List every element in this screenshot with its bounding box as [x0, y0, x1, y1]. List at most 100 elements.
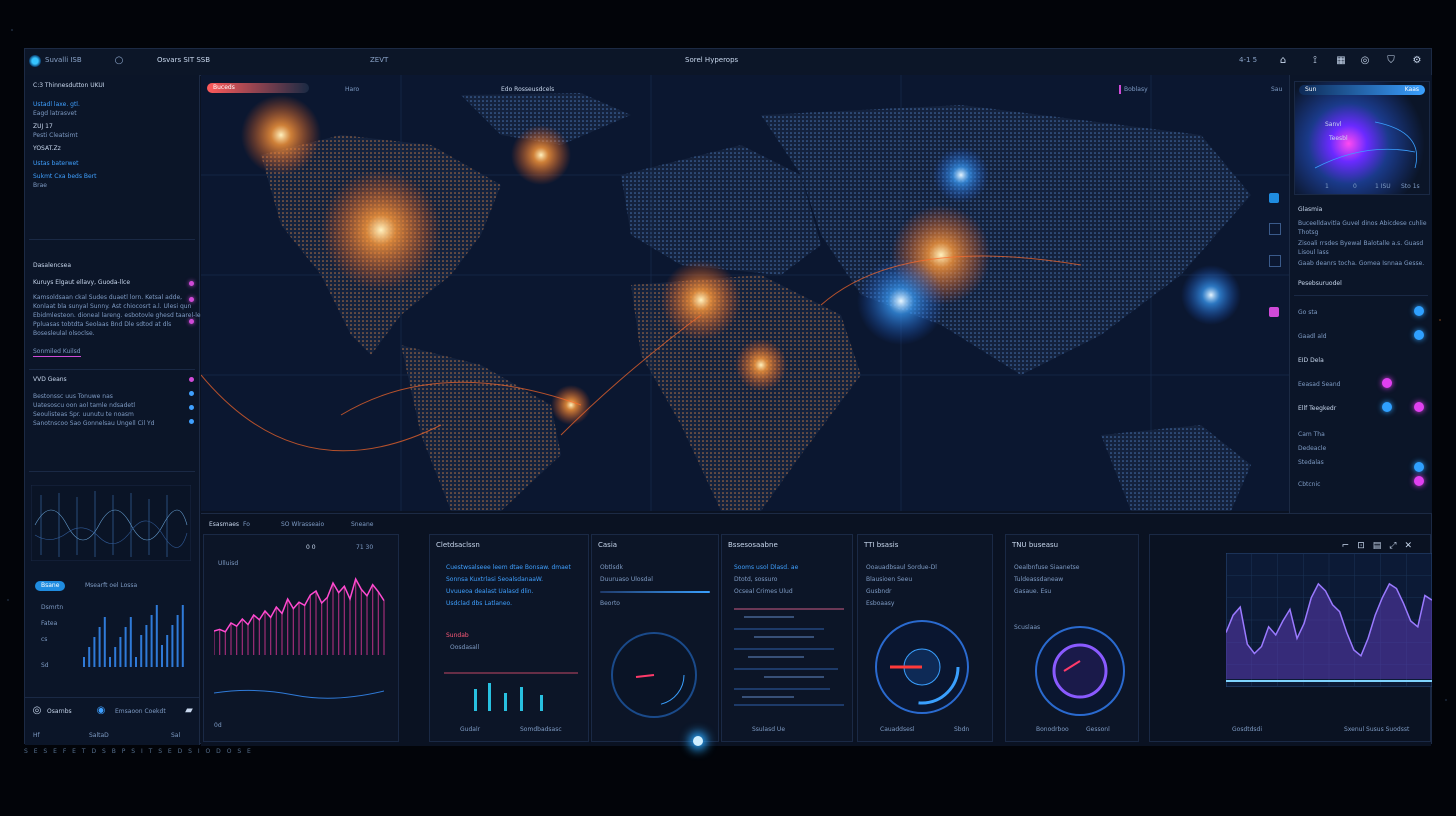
map-alert-button[interactable] — [1269, 307, 1279, 317]
map-zoom-out[interactable] — [1269, 255, 1281, 267]
status-dot — [189, 319, 194, 324]
zoom-icon[interactable]: ⊡ — [1357, 541, 1373, 551]
panel3-line-2: Duuruaso Ulosdal — [600, 576, 653, 583]
panel-area-chart: ⌐⊡▤⤢✕ Gosdtdsdi Sxenul Susus Suodsst — [1149, 534, 1432, 742]
panel1-title: Ulluisd — [218, 560, 239, 567]
tab-osarnbs[interactable]: Osarnbs — [47, 708, 72, 715]
right-section-sub: Pesebsuruodel — [1298, 280, 1342, 287]
tab-emsaoon[interactable]: Emsaoon Coekdt — [115, 708, 166, 715]
chart-footer-2: Sxenul Susus Suodsst — [1344, 726, 1410, 733]
panel6-footer-1: Bonodrboo — [1036, 726, 1069, 733]
panel2-line-1: Cuestwsalseee leem dtae Bonsaw. dmaet — [446, 564, 571, 571]
spectrum-bar — [88, 647, 91, 667]
section2-link[interactable]: Sonmiled Kuilsd — [33, 348, 81, 357]
panel6-line-2: Tuldeassdaneaw — [1014, 576, 1064, 583]
right-row-3[interactable]: EID Dela — [1298, 357, 1324, 364]
spectrum-bar — [124, 627, 127, 667]
export-icon[interactable]: ⤢ — [1389, 541, 1405, 551]
globe-icon[interactable]: ◎ — [1360, 55, 1370, 66]
left-item-2[interactable]: Eagd latrasvet — [33, 110, 77, 117]
layer-icon[interactable]: ▤ — [1372, 541, 1390, 551]
spectrum-bar — [150, 615, 153, 667]
scroll-indicator[interactable] — [693, 736, 703, 746]
axis-3: 1 ISU — [1375, 183, 1391, 190]
left-item-7[interactable]: Sukmt Cxa beds Bert — [33, 173, 97, 180]
bottom-tab-1[interactable]: Esasmaes — [209, 521, 240, 528]
home-icon[interactable]: ⌂ — [1279, 55, 1287, 66]
panel5-line-1: Ooauadbsaul Sordue-Dl — [866, 564, 937, 571]
left-item-3[interactable]: ZUJ 17 — [33, 123, 53, 130]
right-row-4[interactable]: Eeasad Seand — [1298, 381, 1341, 388]
map-filter-chip[interactable]: Buceds — [207, 83, 309, 93]
right-row-1[interactable]: Go sta — [1298, 309, 1318, 316]
gear-icon[interactable]: ⚙ — [1412, 55, 1422, 66]
status-dot — [189, 405, 194, 410]
bottom-tab-4[interactable]: Sneane — [351, 521, 374, 528]
axis-4: Sto 1s — [1401, 183, 1420, 190]
wave-chart — [214, 577, 385, 655]
spectrum-bar — [129, 617, 132, 667]
target-icon[interactable]: ◎ — [32, 705, 42, 716]
panel5-line-2: Blausioen Seeu — [866, 576, 913, 583]
row-orb — [1414, 306, 1424, 316]
map-chip-side: Haro — [345, 86, 360, 93]
chart-toolbar: ⌐⊡▤⤢✕ — [1342, 541, 1420, 551]
brand-label: Suvalli ISB — [45, 56, 82, 64]
left-item-1[interactable]: Ustadl laxe. gtl. — [33, 101, 80, 108]
left-item-6[interactable]: Ustas baterwet — [33, 160, 79, 167]
map-zoom-in[interactable] — [1269, 193, 1279, 203]
panel6-line-4: Scuslaas — [1014, 624, 1041, 631]
logo-icon — [29, 55, 41, 67]
section3-title: VVD Geans — [33, 376, 67, 383]
chart-footer-1: Gosdtdsdi — [1232, 726, 1263, 733]
row-orb — [1414, 476, 1424, 486]
mini-label-1: Dsmrtn — [41, 604, 64, 611]
section2-title: Dasalencsea — [33, 262, 72, 269]
flag-icon[interactable]: ▰ — [185, 705, 193, 716]
panel3-title: Casia — [598, 541, 618, 549]
orb-label-2: Teesbl — [1329, 135, 1348, 142]
signal-waveform — [31, 485, 191, 561]
grid-icon[interactable]: ▦ — [1336, 55, 1346, 66]
status-dot — [189, 297, 194, 302]
section2-sub: Kuruys Elgaut ellavy, Guoda-llce — [33, 279, 131, 286]
left-item-5[interactable]: YOSAT.Zz — [33, 145, 61, 152]
map-layer-button[interactable] — [1269, 223, 1281, 235]
right-row-6[interactable]: Cam Tha — [1298, 431, 1325, 438]
panel1-num-1: 0 0 — [306, 544, 316, 551]
spectrum-bar — [181, 605, 184, 667]
wave-line — [214, 577, 385, 633]
left-item-8[interactable]: Brae — [33, 182, 47, 189]
nav-item-1[interactable]: Osvars SIT SSB — [157, 56, 211, 64]
panel-5: TTI bsasis Ooauadbsaul Sordue-Dl Blausio… — [857, 534, 993, 742]
left-item-4[interactable]: Pesti Cleatsimt — [33, 132, 78, 139]
search-icon[interactable]: ○ — [114, 55, 124, 66]
badge[interactable]: Bsane — [35, 581, 66, 591]
right-row-8[interactable]: Stedalas — [1298, 459, 1324, 466]
row-orb — [1414, 402, 1424, 412]
close-icon[interactable]: ✕ — [1404, 541, 1420, 551]
spectrum-bar — [114, 647, 117, 667]
shield-icon[interactable]: ⛉ — [1387, 55, 1395, 66]
nav-item-2[interactable]: ZEVT — [370, 56, 389, 64]
bottom-tab-3[interactable]: SO Wlrasseaio — [281, 521, 325, 528]
right-row-9[interactable]: Cbtcnic — [1298, 481, 1321, 488]
area-fill — [1226, 583, 1432, 679]
broadcast-icon[interactable]: ⟟ — [1313, 55, 1317, 66]
right-line-2: Zisoali rrsdes Byewal Balotalle a.s. Gua… — [1298, 240, 1424, 256]
spectrum-bar — [145, 625, 148, 667]
right-row-5[interactable]: Ellf Teegkedr — [1298, 405, 1337, 412]
pan-icon[interactable]: ⌐ — [1341, 541, 1358, 551]
world-map[interactable]: Buceds Haro Edo Rosseusdcels Boblasy Sau — [201, 75, 1289, 511]
status-dot — [189, 419, 194, 424]
section2-line-3: Ebidmlesteon. dioneal lareng. esbotovle … — [33, 312, 203, 319]
panel1-footer: 0d — [214, 722, 222, 729]
right-row-2[interactable]: Gaadl ald — [1298, 333, 1327, 340]
bottom-tab-2[interactable]: Fo — [243, 521, 250, 528]
spectrum-bar — [83, 657, 85, 667]
chat-icon[interactable]: ◉ — [96, 705, 106, 716]
top-code: 4-1 5 — [1239, 56, 1258, 64]
right-row-7[interactable]: Dedeacle — [1298, 445, 1327, 452]
panel-2: Cletdsaclssn Cuestwsalseee leem dtae Bon… — [429, 534, 589, 742]
panel3-gauge — [611, 632, 697, 718]
